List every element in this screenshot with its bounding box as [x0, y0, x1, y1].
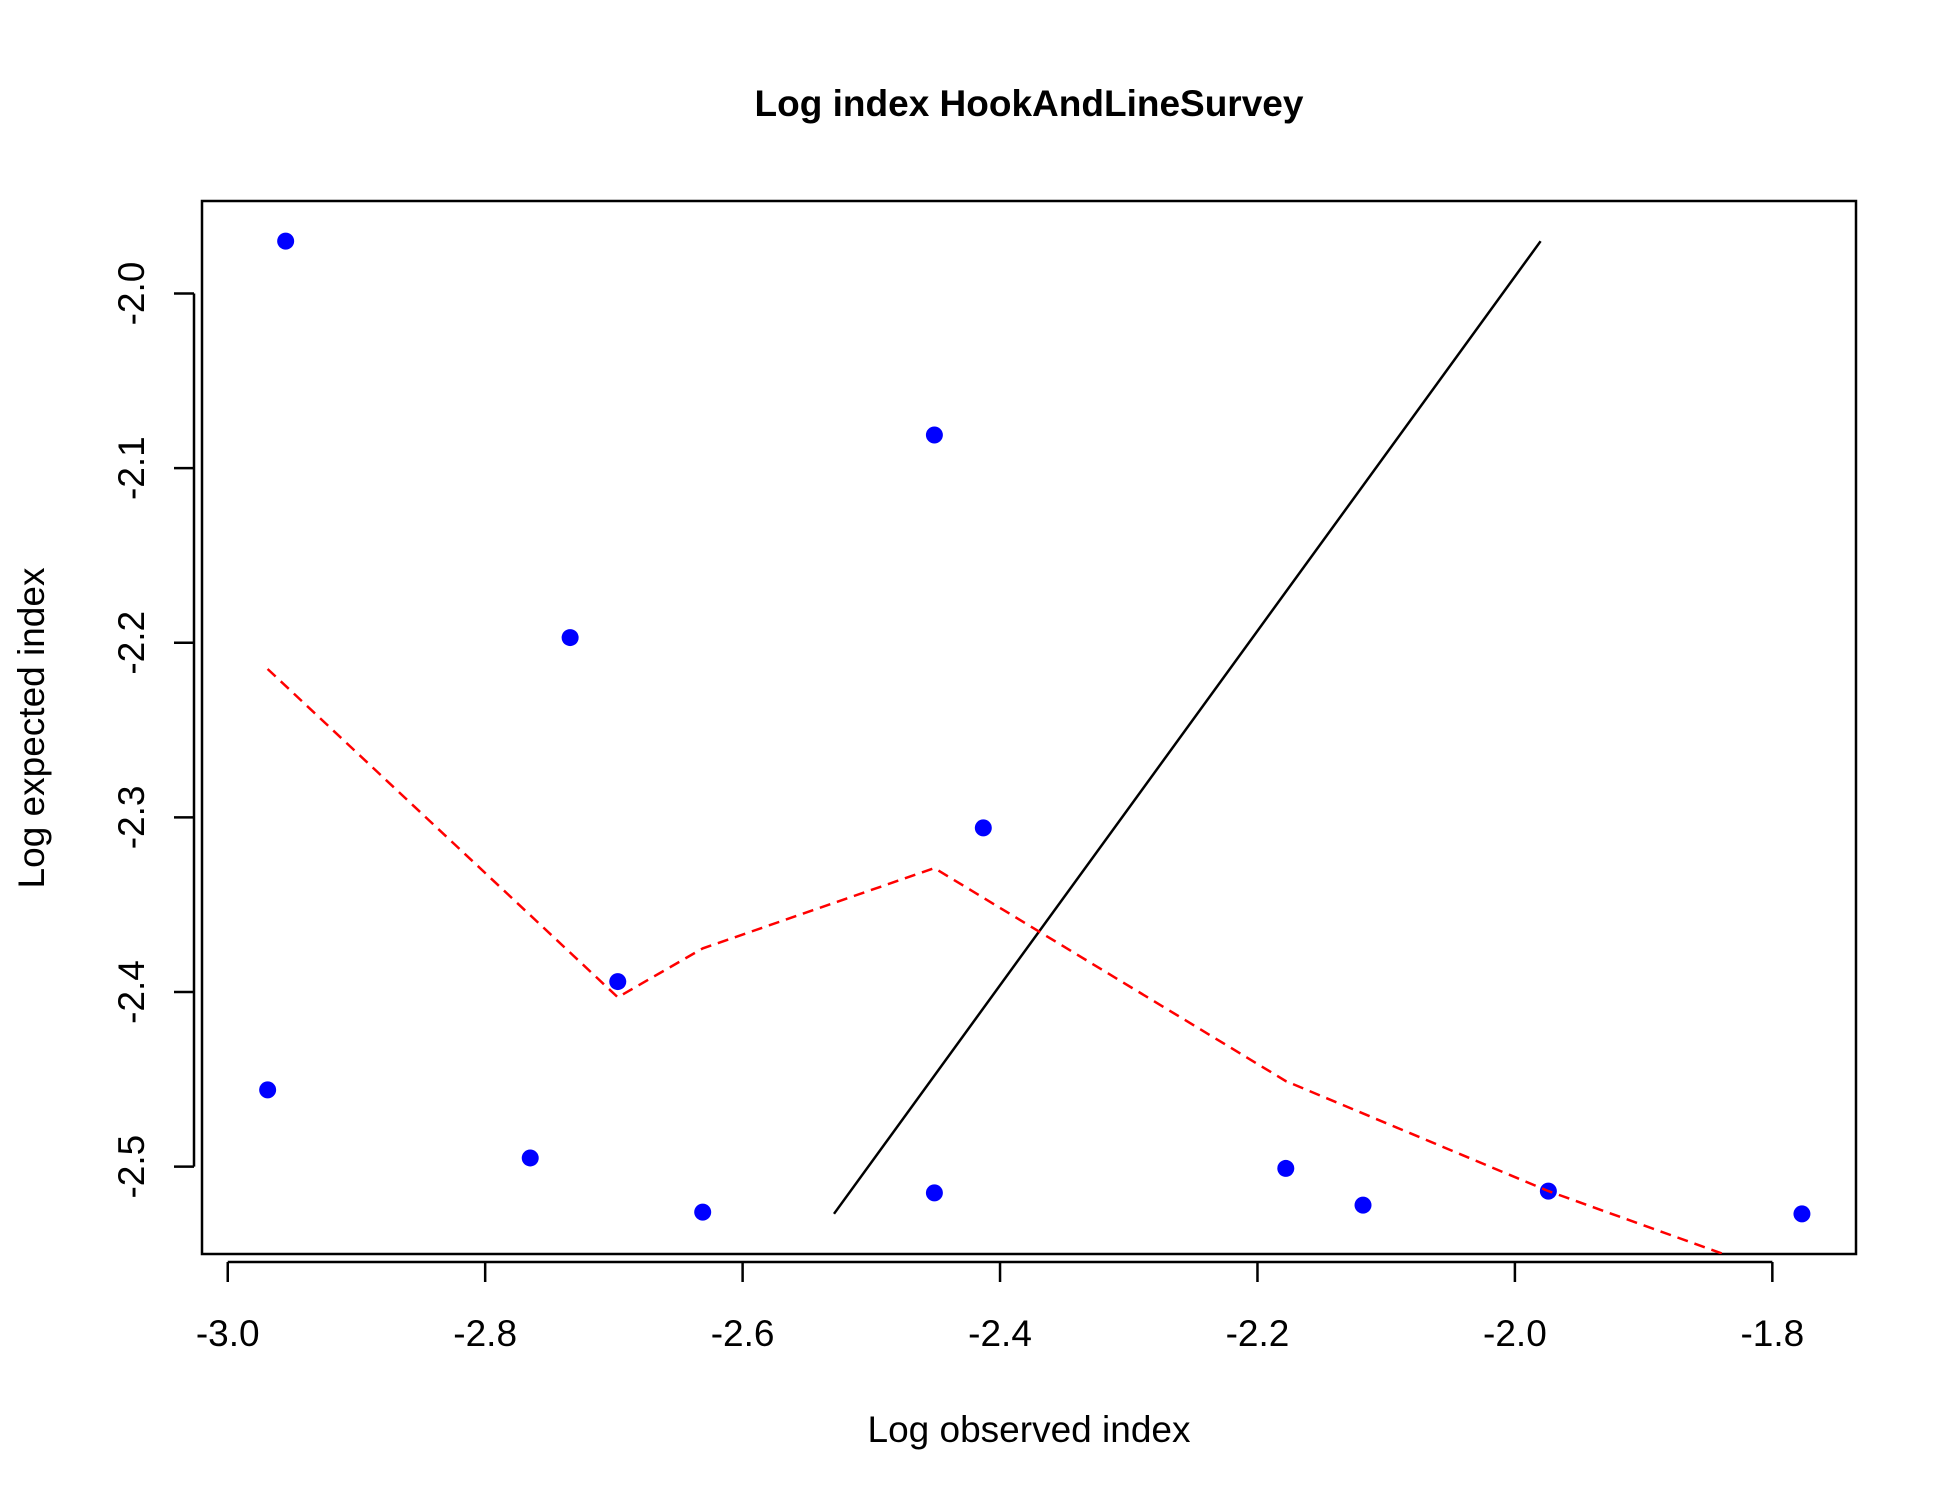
x-tick-label: -1.8 [1740, 1313, 1804, 1354]
data-point [521, 1149, 539, 1167]
x-tick-label: -2.4 [968, 1313, 1032, 1354]
plot-content [259, 232, 1811, 1254]
y-tick-label: -2.4 [111, 960, 152, 1024]
data-point [609, 973, 627, 991]
x-tick-label: -2.8 [453, 1313, 517, 1354]
x-axis-label: Log observed index [868, 1409, 1191, 1450]
y-tick-label: -2.2 [111, 611, 152, 675]
data-point [925, 426, 943, 444]
chart-title: Log index HookAndLineSurvey [755, 83, 1304, 124]
y-tick-label: -2.5 [111, 1135, 152, 1199]
y-tick-label: -2.0 [111, 262, 152, 326]
data-point [925, 1184, 943, 1202]
x-tick-label: -2.0 [1483, 1313, 1547, 1354]
data-point [974, 819, 992, 837]
smoother-line [266, 668, 1724, 1254]
y-tick-label: -2.3 [111, 786, 152, 850]
data-point [259, 1081, 277, 1099]
data-point [277, 232, 295, 250]
one-to-one-line [832, 240, 1542, 1215]
x-tick-label: -3.0 [196, 1313, 260, 1354]
y-tick-label: -2.1 [111, 436, 152, 500]
data-point [561, 629, 579, 647]
x-axis: -3.0 -2.8 -2.6 -2.4 -2.2 -2.0 -1.8 [196, 1260, 1804, 1354]
data-point [1354, 1196, 1372, 1214]
data-point [1793, 1205, 1811, 1223]
x-tick-label: -2.6 [711, 1313, 775, 1354]
y-axis-label: Log expected index [11, 567, 52, 888]
plot-frame [200, 199, 1858, 1256]
data-point [694, 1203, 712, 1221]
data-point [1277, 1159, 1295, 1177]
y-axis: -2.5 -2.4 -2.3 -2.2 -2.1 -2.0 [111, 262, 196, 1199]
x-tick-label: -2.2 [1226, 1313, 1290, 1354]
